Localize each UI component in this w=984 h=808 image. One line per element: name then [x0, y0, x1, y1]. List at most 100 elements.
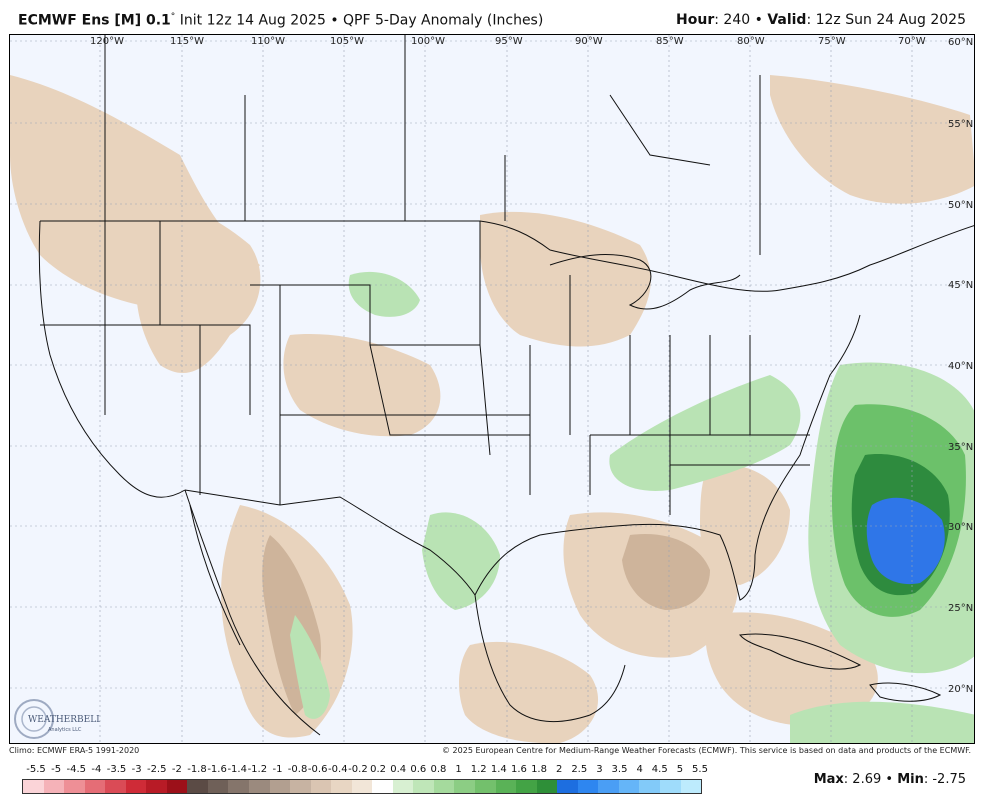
legend-tick-label: 2.5	[571, 764, 588, 775]
us-canada-border	[40, 220, 974, 292]
canada-provinces	[104, 35, 761, 255]
cuba	[739, 633, 862, 670]
min-value: : -2.75	[923, 772, 966, 787]
legend-tick-label: 0.8	[430, 764, 447, 775]
weatherbell-logo: WEATHERBELL Analytics LLC	[14, 698, 102, 740]
valid-label: Valid	[767, 12, 807, 28]
legend-tick-label: -2.5	[146, 764, 167, 775]
legend-tick-label: -1.8	[187, 764, 207, 775]
legend-tick-label: -1.4	[227, 764, 247, 775]
lon-label: 80°W	[737, 36, 765, 47]
legend-swatch	[23, 780, 44, 793]
dry-area-plains	[283, 334, 441, 437]
wet-area-light-plains	[348, 271, 420, 317]
wet-anomaly-areas	[290, 271, 974, 743]
hispaniola	[869, 682, 942, 702]
wet-area-bottom-right	[790, 701, 974, 743]
lon-label: 115°W	[170, 36, 204, 47]
legend-swatch	[557, 780, 578, 793]
mexico-west-coast	[184, 489, 321, 736]
forecast-map: 120°W 115°W 110°W 105°W 100°W 95°W 90°W …	[9, 34, 975, 744]
legend-tick-label: 1.4	[490, 764, 507, 775]
us-west-coast	[38, 220, 186, 498]
legend-swatch	[618, 780, 640, 793]
init-text: Init 12z 14 Aug 2025 • QPF 5-Day Anomaly…	[175, 12, 544, 29]
wet-area-light-appalachia	[609, 375, 801, 491]
heavy-precip-core	[866, 497, 945, 585]
legend-tick-label: 2	[555, 764, 563, 775]
legend-tick-label: -3	[131, 764, 142, 775]
legend-swatch	[310, 780, 332, 793]
legend-swatch	[146, 780, 167, 793]
color-legend: -5.5 -5 -4.5 -4 -3.5 -3 -2.5 -2 -1.8 -1.6 -1.4 -1.2…	[22, 764, 708, 794]
legend-swatch	[351, 780, 373, 793]
dry-area-midwest	[480, 211, 651, 347]
max-min-readout: Max: 2.69 • Min: -2.75	[814, 772, 966, 787]
wet-area-light-texas	[422, 512, 500, 610]
legend-tick-label: 4	[636, 764, 643, 775]
lon-label: 70°W	[898, 36, 926, 47]
climo-text: Climo: ECMWF ERA-5 1991-2020	[9, 746, 140, 755]
lon-label: 95°W	[495, 36, 523, 47]
lat-label: 25°N	[948, 603, 973, 614]
degree-sign: °	[170, 12, 176, 22]
legend-swatch	[269, 780, 291, 793]
legend-tick-label: 1	[455, 764, 462, 775]
hour-value: : 240 •	[714, 12, 768, 28]
legend-tick-label: -5.5	[26, 764, 46, 775]
us-mexico-border	[184, 489, 476, 596]
legend-bar	[22, 779, 702, 794]
legend-tick-label: -1.6	[207, 764, 227, 775]
logo-graphic: WEATHERBELL Analytics LLC	[14, 699, 102, 739]
legend-tick-label: -0.2	[348, 764, 368, 775]
great-lakes	[549, 254, 741, 310]
legend-swatch	[331, 780, 352, 793]
lat-labels: 60°N 55°N 50°N 45°N 40°N 35°N 30°N 25°N …	[948, 37, 973, 695]
legend-swatch	[577, 780, 599, 793]
legend-tick-label: -4	[91, 764, 102, 775]
legend-swatch	[536, 780, 558, 793]
header-bar: ECMWF Ens [M] 0.1° Init 12z 14 Aug 2025 …	[0, 0, 984, 34]
legend-tick-label: 0.2	[370, 764, 386, 775]
legend-swatch	[659, 780, 681, 793]
dry-area-carolina	[700, 464, 790, 585]
legend-tick-label: 1.2	[470, 764, 487, 775]
legend-tick-label: -1.2	[247, 764, 268, 775]
legend-swatch	[249, 780, 270, 793]
legend-ticks: -5.5 -5 -4.5 -4 -3.5 -3 -2.5 -2 -1.8 -1.6 -1.4 -1.2…	[22, 764, 708, 777]
dry-anomaly-areas	[10, 75, 974, 743]
model-name: ECMWF Ens [M] 0.1	[18, 12, 171, 29]
lon-label: 90°W	[575, 36, 603, 47]
legend-tick-label: 1.6	[510, 764, 527, 775]
legend-swatch	[639, 780, 660, 793]
lat-label: 30°N	[948, 522, 973, 533]
legend-swatch	[372, 780, 393, 793]
wet-area-light-west-mexico	[290, 615, 330, 719]
legend-swatch	[680, 780, 702, 793]
logo-text: WEATHERBELL	[28, 715, 100, 725]
dry-dark-gulf	[622, 534, 710, 610]
legend-swatch	[475, 780, 496, 793]
legend-tick-label: 0.4	[390, 764, 407, 775]
legend-swatch	[105, 780, 126, 793]
legend-tick-label: 5	[676, 764, 684, 775]
legend-swatch	[598, 780, 619, 793]
logo-subtext: Analytics LLC	[48, 727, 82, 733]
mexico-east-coast	[474, 594, 626, 723]
lon-label: 85°W	[656, 36, 684, 47]
legend-swatch	[495, 780, 517, 793]
legend-swatch	[64, 780, 85, 793]
min-label: Min	[897, 772, 924, 787]
legend-tick-label: 3	[596, 764, 603, 775]
legend-tick-label: 4.5	[651, 764, 668, 775]
dry-area-yucatan	[459, 641, 599, 743]
lat-label: 40°N	[948, 361, 973, 372]
legend-swatch	[392, 780, 414, 793]
dry-area-canada-east	[770, 75, 974, 204]
valid-value: : 12z Sun 24 Aug 2025	[806, 12, 966, 28]
legend-swatch	[166, 780, 188, 793]
legend-tick-label: 0.6	[410, 764, 427, 775]
lat-label: 35°N	[948, 442, 973, 453]
legend-tick-label: 3.5	[611, 764, 628, 775]
map-canvas: 120°W 115°W 110°W 105°W 100°W 95°W 90°W …	[10, 35, 974, 743]
